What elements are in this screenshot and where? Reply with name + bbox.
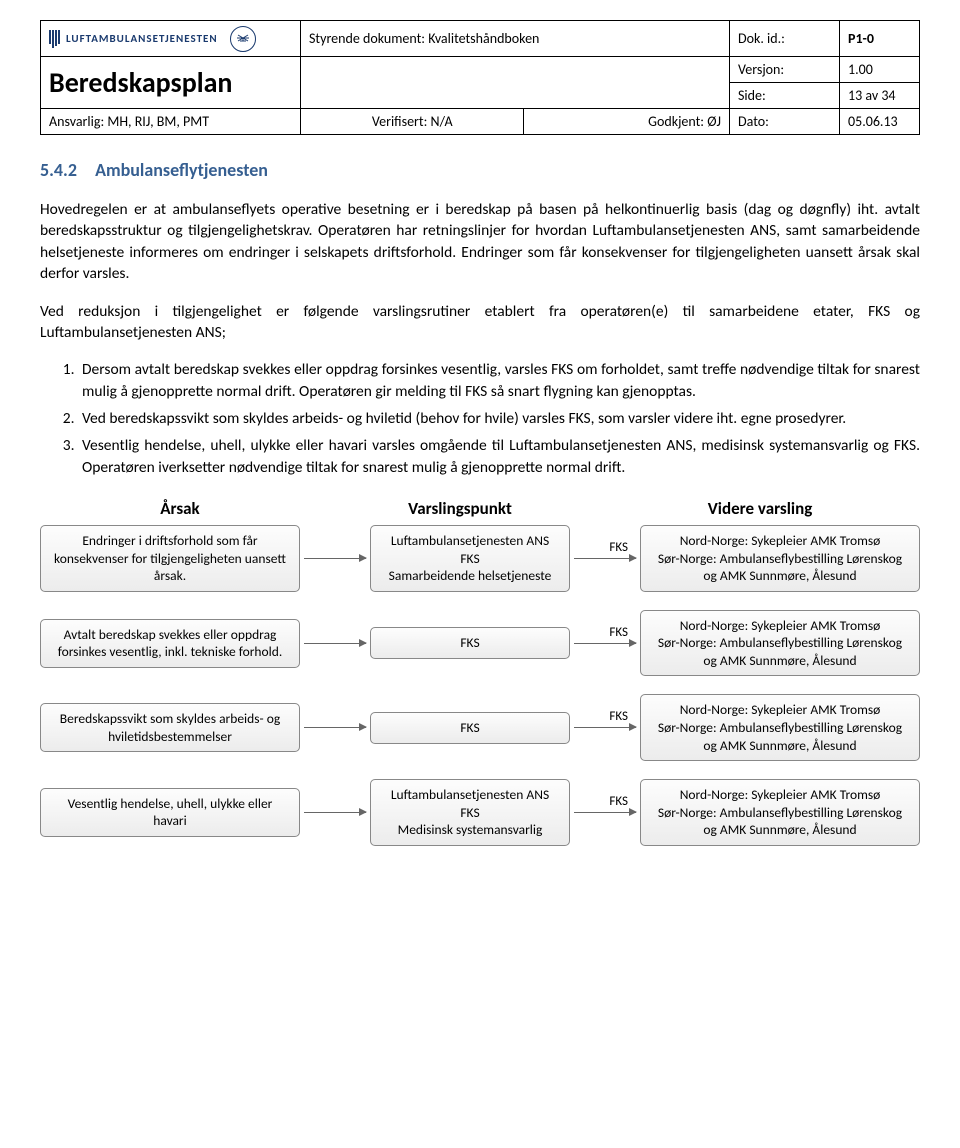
flow-box-cause: Beredskapssvikt som skyldes arbeids- og … <box>40 703 300 752</box>
arrow-icon <box>304 558 366 559</box>
logo-cell: LUFTAMBULANSETJENESTEN <box>41 21 301 57</box>
flow-box-cause: Endringer i driftsforhold som får konsek… <box>40 525 300 592</box>
versjon-value: 1.00 <box>840 57 920 83</box>
doc-type-label: Styrende dokument: <box>309 30 425 47</box>
section-number: 5.4.2 <box>40 159 77 181</box>
section-heading: 5.4.2 Ambulanseflytjenesten <box>40 159 920 181</box>
flow-box-point: FKS <box>370 712 570 744</box>
arrow-icon <box>304 643 366 644</box>
dok-id-value: P1-0 <box>840 21 920 57</box>
ansvarlig-value: MH, RIJ, BM, PMT <box>107 113 209 130</box>
arrow-icon <box>304 727 366 728</box>
list-item: Dersom avtalt beredskap svekkes eller op… <box>78 359 920 402</box>
flow-box-point: Luftambulansetjenesten ANSFKSSamarbeiden… <box>370 525 570 592</box>
side-value: 13 av 34 <box>840 83 920 109</box>
dok-id-label: Dok. id.: <box>730 21 840 57</box>
flowchart: Årsak Varslingspunkt Videre varsling End… <box>40 498 920 846</box>
flow-row: Avtalt beredskap svekkes eller oppdrag f… <box>40 610 920 677</box>
flow-box-further: Nord-Norge: Sykepleier AMK TromsøSør-Nor… <box>640 779 920 846</box>
verifisert: Verifisert: N/A <box>301 109 524 135</box>
versjon-label: Versjon: <box>730 57 840 83</box>
dato-value: 05.06.13 <box>840 109 920 135</box>
flow-box-further: Nord-Norge: Sykepleier AMK TromsøSør-Nor… <box>640 610 920 677</box>
flow-box-further: Nord-Norge: Sykepleier AMK TromsøSør-Nor… <box>640 525 920 592</box>
godkjent-label: Godkjent: <box>648 113 704 130</box>
flow-box-cause: Avtalt beredskap svekkes eller oppdrag f… <box>40 619 300 668</box>
arrow-icon: FKS <box>574 558 636 559</box>
flow-header-point: Varslingspunkt <box>340 498 580 519</box>
flow-header-cause: Årsak <box>50 498 310 519</box>
list-item: Vesentlig hendelse, uhell, ulykke eller … <box>78 435 920 478</box>
logo-mark-icon <box>49 30 60 48</box>
document-header-table: LUFTAMBULANSETJENESTEN Styrende dokument… <box>40 20 920 135</box>
doc-type-value: Kvalitetshåndboken <box>428 30 539 47</box>
arrow-icon: FKS <box>574 643 636 644</box>
section-title: Ambulanseflytjenesten <box>95 159 268 181</box>
arrow-icon: FKS <box>574 727 636 728</box>
flow-box-point: Luftambulansetjenesten ANSFKSMedisinsk s… <box>370 779 570 846</box>
helicopter-icon <box>230 26 256 52</box>
doc-type: Styrende dokument: Kvalitetshåndboken <box>301 21 730 57</box>
connector-label: FKS <box>607 709 630 724</box>
side-label: Side: <box>730 83 840 109</box>
connector-label: FKS <box>607 540 630 555</box>
paragraph-2: Ved reduksjon i tilgjengelighet er følge… <box>40 301 920 344</box>
godkjent: Godkjent: ØJ <box>524 109 730 135</box>
flow-box-cause: Vesentlig hendelse, uhell, ulykke eller … <box>40 788 300 837</box>
flow-row: Vesentlig hendelse, uhell, ulykke eller … <box>40 779 920 846</box>
godkjent-value: ØJ <box>707 113 721 130</box>
flow-headers: Årsak Varslingspunkt Videre varsling <box>40 498 920 519</box>
numbered-list: Dersom avtalt beredskap svekkes eller op… <box>78 359 920 478</box>
arrow-icon: FKS <box>574 812 636 813</box>
flow-row: Beredskapssvikt som skyldes arbeids- og … <box>40 694 920 761</box>
plan-title: Beredskapsplan <box>41 57 301 109</box>
dato-label: Dato: <box>730 109 840 135</box>
connector-label: FKS <box>607 625 630 640</box>
verifisert-label: Verifisert: <box>372 113 427 130</box>
list-item: Ved beredskapssvikt som skyldes arbeids-… <box>78 408 920 429</box>
flow-box-point: FKS <box>370 627 570 659</box>
paragraph-1: Hovedregelen er at ambulanseflyets opera… <box>40 199 920 285</box>
flow-box-further: Nord-Norge: Sykepleier AMK TromsøSør-Nor… <box>640 694 920 761</box>
verifisert-value: N/A <box>431 113 453 130</box>
arrow-icon <box>304 812 366 813</box>
flow-header-further: Videre varsling <box>610 498 910 519</box>
ansvarlig: Ansvarlig: MH, RIJ, BM, PMT <box>41 109 301 135</box>
flow-row: Endringer i driftsforhold som får konsek… <box>40 525 920 592</box>
connector-label: FKS <box>607 794 630 809</box>
logo-text: LUFTAMBULANSETJENESTEN <box>66 32 218 45</box>
ansvarlig-label: Ansvarlig: <box>49 113 104 130</box>
